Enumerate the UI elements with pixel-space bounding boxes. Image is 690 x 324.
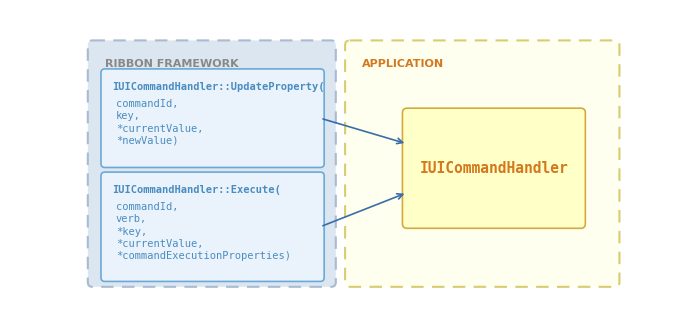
- Text: *newValue): *newValue): [116, 136, 178, 146]
- Text: verb,: verb,: [116, 214, 147, 225]
- FancyBboxPatch shape: [101, 172, 324, 282]
- Text: *commandExecutionProperties): *commandExecutionProperties): [116, 251, 290, 261]
- Text: key,: key,: [116, 111, 141, 121]
- Text: IUICommandHandler::UpdateProperty(: IUICommandHandler::UpdateProperty(: [112, 82, 325, 92]
- FancyBboxPatch shape: [402, 108, 585, 228]
- Text: IUICommandHandler::Execute(: IUICommandHandler::Execute(: [112, 185, 282, 195]
- Text: *key,: *key,: [116, 227, 147, 237]
- Text: IUICommandHandler: IUICommandHandler: [420, 161, 569, 176]
- Text: APPLICATION: APPLICATION: [362, 59, 444, 69]
- Text: *currentValue,: *currentValue,: [116, 123, 203, 133]
- Text: commandId,: commandId,: [116, 99, 178, 109]
- Text: RIBBON FRAMEWORK: RIBBON FRAMEWORK: [105, 59, 239, 69]
- FancyBboxPatch shape: [88, 40, 336, 287]
- Text: commandId,: commandId,: [116, 202, 178, 212]
- FancyBboxPatch shape: [345, 40, 620, 287]
- Text: *currentValue,: *currentValue,: [116, 239, 203, 249]
- FancyBboxPatch shape: [101, 69, 324, 168]
